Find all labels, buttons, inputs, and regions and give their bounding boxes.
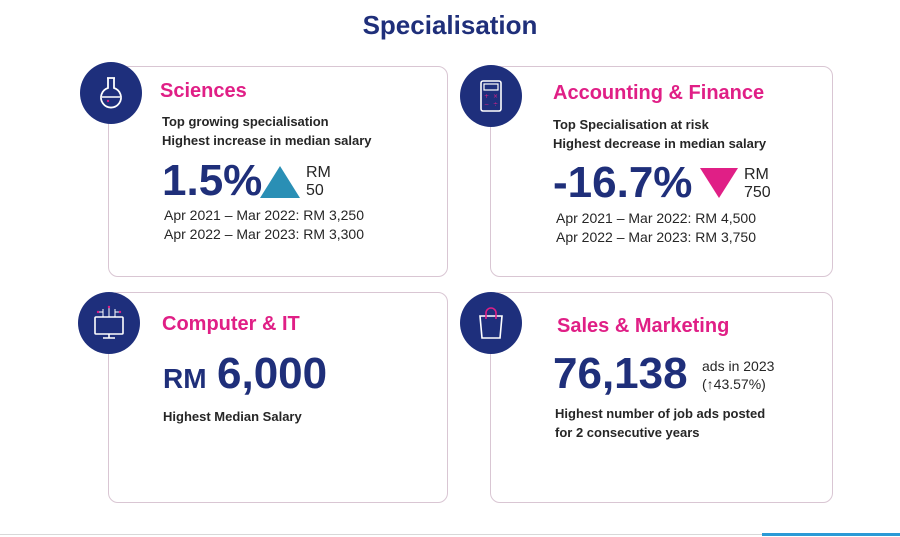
page-title: Specialisation (362, 10, 538, 40)
computer-badge (78, 292, 140, 354)
computer-rm-prefix: RM (163, 363, 207, 394)
accounting-sub2: Highest decrease in median salary (553, 136, 767, 151)
accounting-period1: Apr 2021 – Mar 2022: RM 4,500 (556, 210, 757, 226)
sciences-heading: Sciences (160, 80, 247, 102)
sales-caption1: Highest number of job ads posted (555, 406, 766, 421)
trend-up-icon (260, 166, 300, 198)
accounting-heading: Accounting & Finance (553, 82, 765, 104)
accounting-card (490, 66, 833, 277)
sciences-period2: Apr 2022 – Mar 2023: RM 3,300 (164, 226, 365, 242)
svg-text:×: × (493, 93, 498, 100)
sciences-change-rm: RM (306, 164, 331, 181)
computer-caption: Highest Median Salary (163, 409, 302, 424)
svg-text:÷: ÷ (493, 101, 498, 108)
sciences-change-value: 50 (306, 182, 324, 199)
bottom-divider (0, 534, 900, 535)
accounting-badge: + × − ÷ (460, 65, 522, 127)
bottom-accent-bar (762, 533, 900, 536)
sciences-percent: 1.5% (162, 156, 263, 205)
computer-icon (94, 305, 124, 339)
accounting-percent: -16.7% (553, 158, 693, 207)
accounting-period2: Apr 2022 – Mar 2023: RM 3,750 (556, 229, 757, 245)
accounting-change-rm: RM (744, 166, 769, 183)
sciences-sub2: Highest increase in median salary (162, 133, 372, 148)
computer-card (108, 292, 448, 503)
sales-heading: Sales & Marketing (557, 315, 730, 337)
sciences-period1: Apr 2021 – Mar 2022: RM 3,250 (164, 207, 365, 223)
calculator-icon: + × − ÷ (480, 80, 502, 112)
svg-text:+: + (484, 93, 489, 100)
sales-badge (460, 292, 522, 354)
computer-heading: Computer & IT (162, 313, 300, 335)
accounting-change-value: 750 (744, 184, 771, 201)
sciences-sub1: Top growing specialisation (162, 114, 329, 129)
svg-text:−: − (484, 101, 489, 108)
accounting-sub1: Top Specialisation at risk (553, 117, 709, 132)
computer-salary: 6,000 (217, 349, 328, 398)
sales-card (490, 292, 833, 503)
sales-ads-label: ads in 2023 (702, 358, 775, 374)
flask-icon (100, 77, 122, 109)
sciences-badge (80, 62, 142, 124)
trend-down-icon (700, 168, 738, 198)
shopping-bag-icon (479, 307, 503, 339)
sales-ads-growth: (↑43.57%) (702, 376, 766, 392)
sales-ads-count: 76,138 (553, 349, 688, 398)
sales-caption2: for 2 consecutive years (555, 425, 700, 440)
